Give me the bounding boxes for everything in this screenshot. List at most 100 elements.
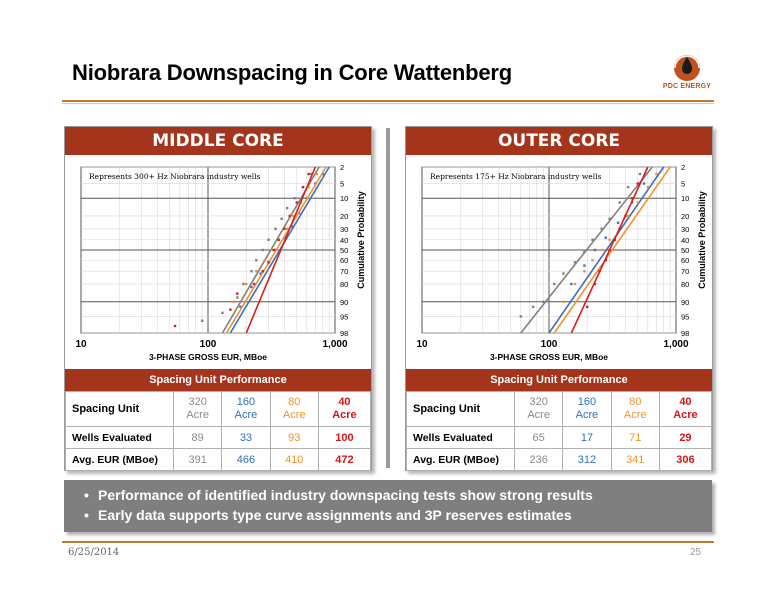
data-point-red [307, 172, 310, 176]
data-point-orange [646, 185, 650, 189]
y-tick-label: 10 [681, 194, 689, 203]
data-point-blue [570, 282, 573, 286]
y-tick-label: 30 [681, 225, 689, 234]
data-point-blue [593, 248, 597, 252]
data-point-red [261, 269, 264, 273]
y-tick-label: 50 [681, 246, 689, 255]
spacing-40: 40 Acre [317, 391, 372, 427]
data-point-red [630, 197, 634, 200]
bullet-icon: • [84, 507, 89, 523]
y-tick-label: 70 [681, 267, 689, 276]
data-point-red [236, 292, 239, 295]
eur-40: 472 [317, 448, 372, 471]
spacing-unit: Acre [527, 409, 550, 421]
wells-80: 71 [610, 426, 660, 449]
data-point-orange [591, 259, 594, 262]
data-point-gray [242, 282, 245, 286]
data-point-orange [626, 214, 630, 218]
data-point-gray [573, 261, 577, 264]
data-point-gray [200, 319, 204, 322]
data-point-red [636, 182, 639, 185]
data-point-gray [600, 227, 603, 231]
data-point-gray [310, 172, 313, 176]
x-tick-label: 10 [416, 339, 428, 350]
table-row: Wells Evaluated 89 33 93 100 [65, 426, 372, 449]
data-point-gray [591, 238, 594, 241]
data-point-orange [583, 269, 586, 273]
data-point-orange [270, 248, 274, 252]
data-point-gray [519, 315, 523, 318]
bullet-text: Early data supports type curve assignmen… [98, 507, 572, 523]
y-tick-label: 2 [340, 163, 344, 172]
data-point-orange [285, 227, 289, 231]
spacing-80: 80 Acre [269, 391, 319, 427]
data-point-red [613, 238, 617, 241]
spacing-num: 320 [529, 396, 548, 408]
data-point-blue [642, 182, 646, 185]
spacing-unit: Acre [673, 409, 698, 421]
spacing-unit: Acre [186, 409, 209, 421]
spacing-num: 40 [338, 396, 351, 408]
row-label: Spacing Unit [406, 391, 515, 427]
data-point-blue [250, 285, 253, 289]
data-point-red [604, 259, 607, 262]
data-point-gray [280, 217, 283, 220]
data-point-orange [608, 238, 611, 241]
header-rule-thin [62, 103, 714, 104]
data-point-gray [267, 238, 270, 241]
data-point-red [295, 201, 298, 204]
spacing-num: 40 [679, 396, 692, 408]
data-point-gray [541, 300, 545, 303]
y-tick-label: 40 [340, 236, 348, 245]
data-point-orange [315, 172, 319, 176]
y-tick-label: 30 [340, 225, 348, 234]
row-label: Wells Evaluated [406, 426, 515, 449]
spacing-unit: Acre [234, 409, 258, 421]
data-point-red [618, 227, 621, 231]
y-tick-label: 95 [340, 312, 348, 321]
trend-line-orange [225, 166, 327, 334]
data-point-red [608, 248, 611, 252]
y-axis-label: Cumulative Probability [356, 191, 366, 289]
spacing-num: 160 [236, 396, 256, 408]
table-row: Avg. EUR (MBoe) 391 466 410 472 [65, 448, 372, 471]
footer-rule [62, 541, 714, 543]
data-point-gray [261, 248, 264, 252]
data-point-red [272, 248, 276, 252]
data-point-orange [292, 214, 295, 218]
wells-40: 100 [317, 426, 372, 449]
y-axis-label: Cumulative Probability [697, 191, 707, 289]
data-point-gray [236, 296, 239, 299]
y-tick-label: 98 [340, 329, 348, 338]
y-tick-label: 20 [340, 212, 348, 221]
table-row: Wells Evaluated 65 17 71 29 [406, 426, 713, 449]
data-point-blue [616, 221, 620, 224]
data-point-gray [255, 259, 258, 262]
wells-160: 17 [562, 426, 612, 449]
y-tick-label: 60 [340, 256, 348, 265]
table-title: Spacing Unit Performance [65, 369, 371, 391]
spacing-320: 320 Acre [513, 391, 564, 427]
data-point-gray [221, 311, 224, 315]
trend-line-red [245, 166, 317, 334]
y-tick-label: 70 [340, 267, 348, 276]
panel-divider [386, 128, 390, 468]
y-tick-label: 20 [681, 212, 689, 221]
data-point-red [301, 185, 305, 189]
spacing-unit: Acre [332, 409, 357, 421]
eur-40: 306 [658, 448, 713, 471]
trend-line-blue [548, 166, 665, 334]
middle-core-panel: MIDDLE CORE 2 5 10 20 30 40 50 60 70 80 90 95 98 Cumu… [64, 126, 372, 471]
y-tick-label: 98 [681, 329, 689, 338]
y-tick-label: 95 [681, 312, 689, 321]
spacing-num: 80 [288, 396, 301, 408]
row-label: Avg. EUR (MBoe) [65, 448, 174, 471]
data-point-gray [618, 201, 621, 204]
y-tick-label: 90 [681, 298, 689, 307]
spacing-num: 80 [629, 396, 642, 408]
spacing-unit: Acre [623, 409, 647, 421]
wells-80: 93 [269, 426, 319, 449]
wells-320: 65 [513, 426, 564, 449]
data-point-red [624, 214, 627, 218]
table-row: Spacing Unit 320 Acre 160 Acre 80 Acre 40 Ac… [406, 391, 713, 427]
